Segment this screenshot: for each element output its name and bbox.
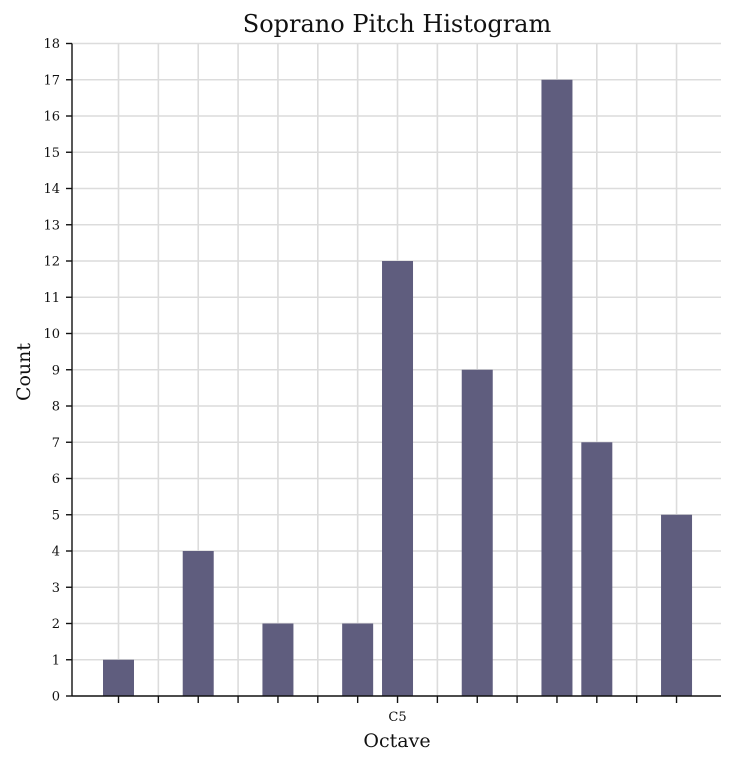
bar xyxy=(541,79,573,696)
grid xyxy=(72,42,721,696)
bar xyxy=(342,623,374,696)
chart-title: Soprano Pitch Histogram xyxy=(243,10,552,38)
bar xyxy=(103,659,134,696)
y-tick-label: 1 xyxy=(52,653,60,668)
bar xyxy=(661,514,693,696)
y-tick-label: 0 xyxy=(52,690,60,705)
bar xyxy=(182,551,214,696)
y-tick-label: 2 xyxy=(52,617,60,632)
y-tick-label: 17 xyxy=(43,73,60,88)
y-tick-label: 10 xyxy=(43,327,60,342)
y-tick-label: 16 xyxy=(43,110,60,125)
y-tick-label: 4 xyxy=(52,545,60,560)
y-tick-label: 3 xyxy=(52,581,60,596)
y-tick-label: 8 xyxy=(52,400,60,415)
y-tick-label: 14 xyxy=(43,182,60,197)
x-axis-label: Octave xyxy=(363,730,430,752)
bar xyxy=(382,261,414,696)
bars xyxy=(103,79,693,696)
bar xyxy=(461,369,493,696)
x-tick-label: C5 xyxy=(388,710,406,725)
y-tick-label: 18 xyxy=(43,37,60,52)
y-tick-label: 12 xyxy=(43,255,60,270)
y-tick-label: 15 xyxy=(43,146,60,161)
y-tick-label: 6 xyxy=(52,472,60,487)
y-tick-label: 7 xyxy=(52,436,60,451)
bar xyxy=(262,623,294,696)
y-tick-label: 11 xyxy=(43,291,60,306)
y-axis-label: Count xyxy=(13,343,35,401)
y-tick-label: 5 xyxy=(52,508,60,523)
y-tick-label: 9 xyxy=(52,363,60,378)
y-tick-label: 13 xyxy=(43,218,60,233)
bar xyxy=(581,442,613,696)
